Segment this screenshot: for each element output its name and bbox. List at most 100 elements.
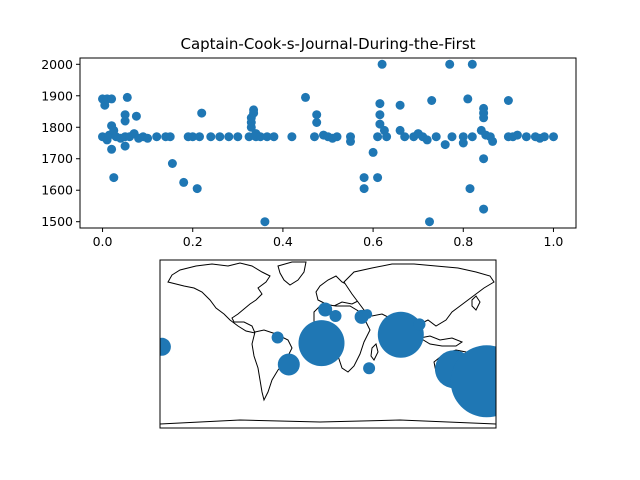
scatter-point bbox=[120, 116, 130, 126]
scatter-point bbox=[458, 132, 468, 142]
scatter-point bbox=[425, 217, 434, 227]
land-antarctica bbox=[160, 419, 496, 428]
scatter-point bbox=[244, 132, 254, 142]
scatter-point bbox=[521, 132, 531, 142]
scatter-point bbox=[359, 173, 369, 183]
land-asia bbox=[343, 263, 495, 341]
scatter-point bbox=[165, 132, 175, 142]
x-tick-label: 0.2 bbox=[183, 234, 203, 249]
y-tick-label: 1900 bbox=[41, 88, 73, 103]
scatter-point bbox=[427, 96, 437, 105]
scatter-point bbox=[233, 132, 243, 142]
scatter-points bbox=[98, 59, 558, 227]
scatter-point bbox=[359, 184, 369, 194]
scatter-point bbox=[368, 147, 378, 157]
scatter-point bbox=[479, 154, 489, 164]
scatter-y-ticks: 1500 1600 1700 1800 1900 2000 bbox=[41, 57, 80, 229]
scatter-point bbox=[422, 135, 432, 145]
scatter-point bbox=[120, 110, 130, 120]
scatter-point bbox=[539, 132, 549, 142]
land-north-america bbox=[167, 262, 271, 334]
scatter-point bbox=[301, 92, 310, 102]
scatter-point bbox=[373, 173, 383, 183]
scatter-point bbox=[310, 132, 319, 142]
scatter-point bbox=[143, 133, 153, 143]
map-bubble bbox=[277, 353, 300, 376]
map-bubble bbox=[271, 331, 284, 344]
scatter-point bbox=[122, 92, 132, 102]
scatter-x-ticks: 0.0 0.2 0.4 0.6 0.8 1.0 bbox=[93, 228, 563, 249]
map-bubble bbox=[329, 310, 342, 322]
map-bubble bbox=[377, 311, 424, 358]
scatter-plot: Captain-Cook-s-Journal-During-the-First … bbox=[41, 35, 577, 249]
scatter-point bbox=[287, 132, 297, 142]
scatter-axes-frame bbox=[79, 57, 577, 229]
scatter-point bbox=[467, 59, 477, 69]
scatter-point bbox=[431, 132, 441, 142]
scatter-point bbox=[167, 159, 177, 168]
scatter-point bbox=[332, 132, 342, 142]
y-tick-label: 1500 bbox=[41, 214, 73, 229]
scatter-point bbox=[152, 132, 162, 142]
map-bubble bbox=[362, 309, 373, 320]
x-tick-label: 0.0 bbox=[93, 234, 113, 249]
scatter-point bbox=[192, 184, 202, 194]
scatter-point bbox=[465, 184, 475, 194]
scatter-point bbox=[377, 59, 387, 69]
scatter-point bbox=[206, 132, 216, 142]
scatter-point bbox=[375, 119, 385, 129]
scatter-point bbox=[262, 132, 272, 142]
scatter-point bbox=[488, 136, 498, 146]
scatter-point bbox=[395, 125, 405, 135]
scatter-point bbox=[215, 132, 225, 142]
scatter-point bbox=[395, 100, 405, 110]
map-bubble bbox=[450, 345, 496, 418]
scatter-point bbox=[375, 99, 385, 109]
scatter-point bbox=[179, 177, 189, 187]
map-frame bbox=[159, 259, 497, 429]
scatter-point bbox=[269, 132, 279, 142]
scatter-point bbox=[260, 217, 270, 227]
scatter-point bbox=[107, 94, 117, 104]
map-bubble bbox=[298, 320, 345, 367]
y-tick-label: 1800 bbox=[41, 120, 73, 135]
x-tick-label: 0.4 bbox=[273, 234, 293, 249]
scatter-point bbox=[440, 140, 450, 150]
land-japan bbox=[471, 295, 481, 311]
world-map bbox=[159, 259, 497, 429]
scatter-point bbox=[479, 204, 489, 214]
scatter-point bbox=[447, 132, 457, 142]
scatter-point bbox=[512, 130, 522, 140]
scatter-point bbox=[375, 110, 385, 120]
scatter-title: Captain-Cook-s-Journal-During-the-First bbox=[180, 35, 475, 53]
scatter-point bbox=[549, 132, 558, 142]
x-tick-label: 0.6 bbox=[363, 234, 383, 249]
scatter-point bbox=[188, 132, 198, 142]
land-indonesia bbox=[418, 335, 464, 347]
scatter-point bbox=[109, 173, 119, 183]
scatter-point bbox=[131, 111, 141, 121]
land-madagascar bbox=[370, 343, 379, 361]
scatter-point bbox=[445, 59, 455, 69]
scatter-point bbox=[346, 136, 355, 146]
scatter-point bbox=[120, 141, 130, 151]
y-tick-label: 2000 bbox=[41, 57, 73, 72]
map-bubble bbox=[363, 362, 376, 375]
scatter-point bbox=[312, 110, 322, 120]
scatter-point bbox=[382, 132, 392, 142]
scatter-point bbox=[197, 108, 207, 118]
scatter-point bbox=[503, 96, 513, 105]
scatter-point bbox=[467, 132, 477, 142]
scatter-point bbox=[373, 132, 383, 142]
scatter-point bbox=[107, 144, 117, 154]
map-bubble bbox=[318, 302, 333, 317]
scatter-point bbox=[255, 132, 265, 142]
map-bubble bbox=[413, 318, 426, 331]
scatter-point bbox=[400, 132, 410, 142]
scatter-point bbox=[463, 94, 473, 104]
y-tick-label: 1600 bbox=[41, 183, 73, 198]
scatter-point bbox=[224, 132, 234, 142]
map-bubble bbox=[160, 337, 171, 356]
scatter-point bbox=[479, 113, 489, 123]
